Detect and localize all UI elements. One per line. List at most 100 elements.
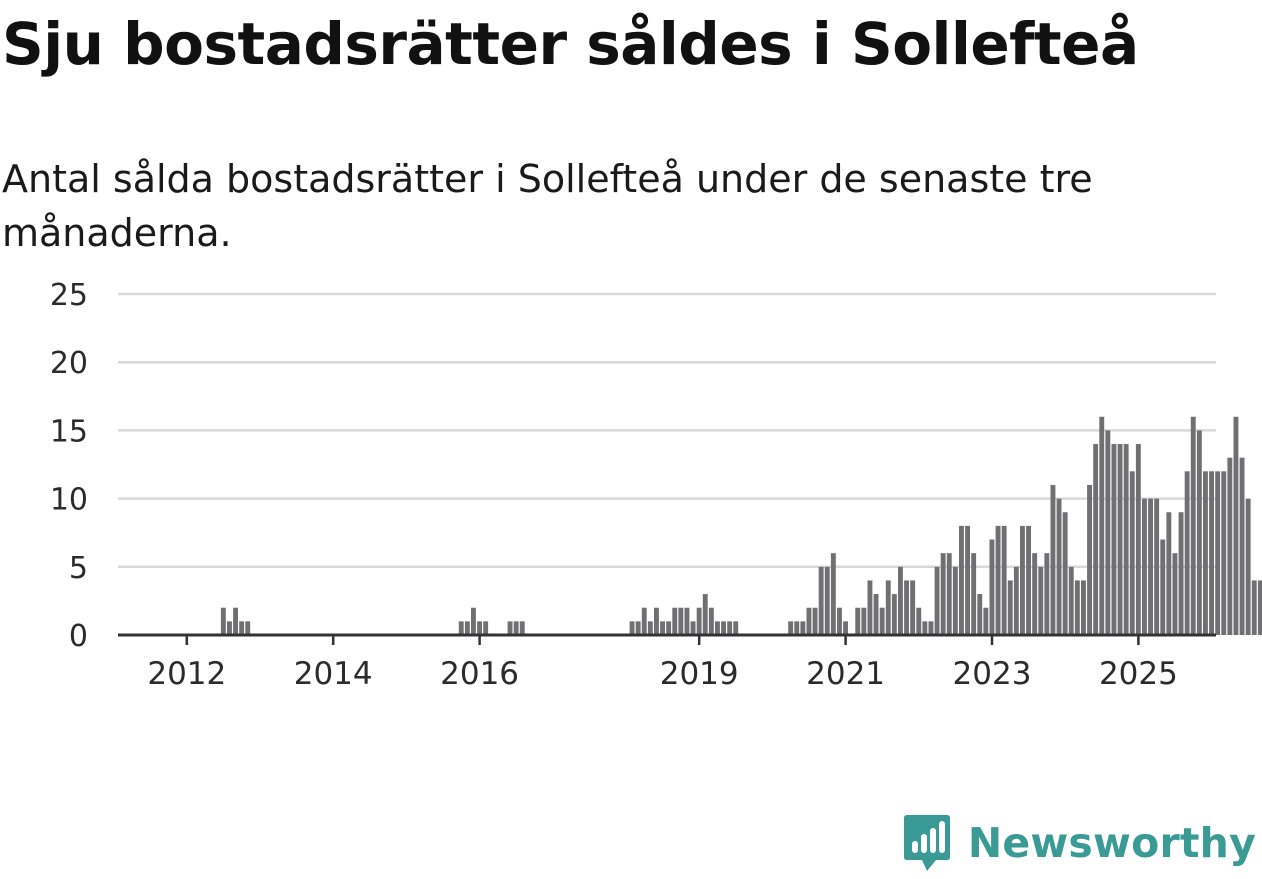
bar [519, 621, 525, 635]
bar [1160, 539, 1166, 635]
bar [885, 580, 891, 635]
bar [1081, 580, 1086, 635]
bar [239, 621, 245, 635]
bar [733, 621, 739, 635]
bar [1166, 512, 1172, 635]
chart-subtitle: Antal sålda bostadsrätter i Sollefteå un… [2, 157, 1093, 255]
bar [873, 594, 879, 635]
bar [477, 621, 482, 635]
y-tick-label: 20 [50, 346, 88, 381]
bar [702, 594, 708, 635]
x-tick-label: 2014 [294, 656, 373, 692]
bar [861, 607, 867, 635]
bar [940, 553, 946, 635]
y-axis-ticks: 0 5 10 15 20 25 [50, 278, 88, 654]
y-tick-label: 0 [69, 619, 88, 654]
bar [1209, 471, 1214, 635]
brand-name: Newsworthy [967, 819, 1256, 867]
bar [983, 607, 989, 635]
bars [220, 416, 1262, 635]
bar [1196, 430, 1202, 635]
bar [946, 553, 952, 635]
chart-title: Sju bostadsrätter såldes i Sollefteå [2, 10, 1139, 78]
bar [1087, 484, 1092, 635]
bar [458, 621, 464, 635]
bar [995, 525, 1001, 635]
bar [513, 621, 519, 635]
bar [1105, 430, 1111, 635]
bar [708, 607, 714, 635]
bar [800, 621, 806, 635]
bar [1093, 444, 1099, 635]
x-tick-label: 2012 [147, 656, 226, 692]
bar [1038, 566, 1044, 635]
bar [660, 621, 665, 635]
bar [788, 621, 794, 635]
bar [922, 621, 928, 635]
bar [965, 525, 970, 635]
bar [1203, 471, 1208, 635]
bar [1111, 444, 1117, 635]
newsworthy-logo-icon [903, 815, 950, 871]
bar [1068, 566, 1074, 635]
bar [1007, 580, 1013, 635]
bar [818, 566, 824, 635]
bar [1215, 471, 1221, 635]
bar [1044, 553, 1050, 635]
bar [233, 607, 238, 635]
bar [1227, 457, 1233, 635]
x-tick-label: 2025 [1099, 656, 1178, 692]
bar [245, 621, 251, 635]
bar [837, 607, 842, 635]
bar [1013, 566, 1019, 635]
bar [843, 621, 848, 635]
bar [1062, 512, 1068, 635]
bar [220, 607, 226, 635]
bar [867, 580, 873, 635]
bar [794, 621, 800, 635]
bar [715, 621, 720, 635]
x-tick-label: 2016 [440, 656, 519, 692]
bar [1117, 444, 1123, 635]
bar [1099, 416, 1105, 635]
bar [830, 553, 836, 635]
bar [1178, 512, 1184, 635]
bar [1123, 444, 1129, 635]
bar [727, 621, 733, 635]
bar [684, 607, 690, 635]
bar [464, 621, 470, 635]
bar [1239, 457, 1245, 635]
bar [672, 607, 678, 635]
bar [812, 607, 818, 635]
bar [1050, 484, 1056, 635]
bar [227, 621, 232, 635]
bar [507, 621, 513, 635]
bar [690, 621, 696, 635]
bar [904, 580, 909, 635]
bar [1026, 525, 1031, 635]
x-axis-ticks: 2012 2014 2016 2019 2021 2023 2025 [147, 635, 1178, 692]
bar [629, 621, 635, 635]
y-tick-label: 25 [50, 278, 88, 313]
y-tick-label: 15 [50, 414, 88, 449]
bar [959, 525, 964, 635]
bar [1154, 498, 1160, 635]
bar [806, 607, 812, 635]
bar [879, 607, 885, 635]
bar [1142, 498, 1147, 635]
bar [666, 621, 672, 635]
bar [989, 539, 995, 635]
bar [1221, 471, 1227, 635]
y-tick-label: 10 [50, 483, 88, 518]
bar [1190, 416, 1196, 635]
brand-footer: Newsworthy [902, 813, 1256, 873]
bar [1056, 498, 1062, 635]
bar [721, 621, 726, 635]
bar [1148, 498, 1153, 635]
bar [891, 594, 897, 635]
bar [916, 607, 922, 635]
bar [971, 553, 977, 635]
bar [952, 566, 958, 635]
bar [977, 594, 983, 635]
